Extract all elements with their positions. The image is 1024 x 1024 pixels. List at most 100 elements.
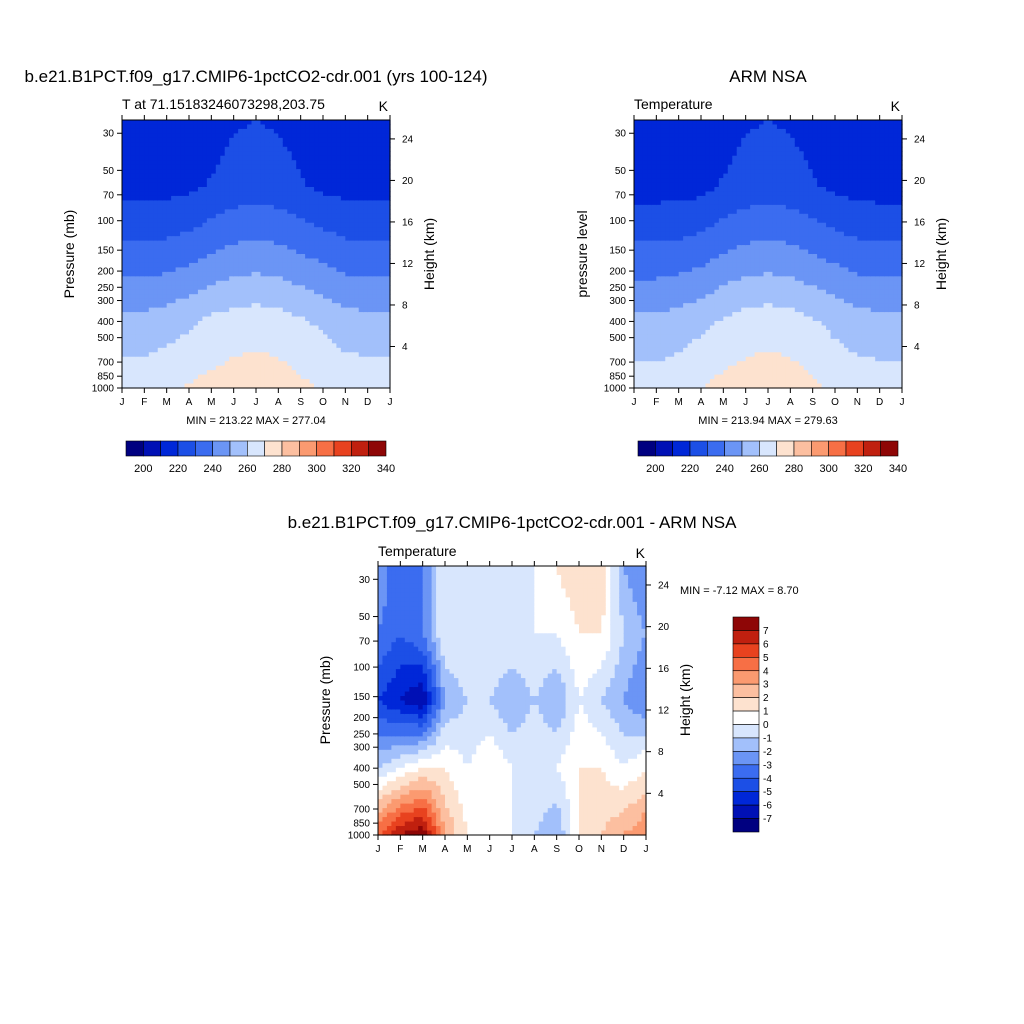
contour-cell: [323, 164, 329, 170]
contour-cell: [345, 374, 351, 380]
contour-cell: [242, 316, 248, 322]
contour-cell: [647, 236, 653, 242]
contour-cell: [242, 285, 248, 291]
contour-cell: [696, 200, 702, 206]
contour-cell: [278, 312, 284, 318]
contour-cell: [327, 285, 333, 291]
contour-cell: [296, 343, 302, 349]
contour-cell: [634, 280, 640, 286]
contour-cell: [251, 361, 257, 367]
contour-cell: [296, 245, 302, 251]
contour-cell: [220, 209, 226, 215]
contour-cell: [139, 213, 145, 219]
contour-cell: [122, 285, 128, 291]
contour-cell: [651, 245, 657, 251]
contour-cell: [300, 124, 306, 130]
contour-cell: [256, 187, 262, 193]
contour-cell: [287, 124, 293, 130]
contour-cell: [358, 191, 364, 197]
contour-cell: [224, 334, 230, 340]
contour-cell: [305, 361, 311, 367]
contour-cell: [148, 218, 154, 224]
contour-cell: [157, 191, 163, 197]
contour-cell: [327, 303, 333, 309]
contour-cell: [669, 329, 675, 335]
contour-cell: [238, 303, 244, 309]
contour-cell: [336, 204, 342, 210]
contour-cell: [674, 267, 680, 273]
contour-cell: [122, 231, 128, 237]
contour-cell: [634, 285, 640, 291]
contour-cell: [638, 227, 644, 233]
contour-cell: [157, 280, 163, 286]
contour-cell: [331, 155, 337, 161]
contour-cell: [175, 249, 181, 255]
contour-cell: [233, 231, 239, 237]
contour-cell: [238, 329, 244, 335]
contour-cell: [723, 120, 729, 126]
contour-cell: [714, 178, 720, 184]
contour-cell: [193, 137, 199, 143]
contour-cell: [296, 352, 302, 358]
contour-cell: [331, 195, 337, 201]
contour-cell: [144, 128, 150, 134]
contour-cell: [264, 312, 270, 318]
contour-cell: [260, 218, 266, 224]
contour-cell: [291, 245, 297, 251]
contour-cell: [385, 227, 391, 233]
contour-cell: [175, 343, 181, 349]
contour-cell: [674, 262, 680, 268]
contour-cell: [327, 298, 333, 304]
contour-cell: [678, 262, 684, 268]
contour-cell: [202, 329, 208, 335]
contour-cell: [220, 280, 226, 286]
contour-cell: [669, 325, 675, 331]
contour-cell: [381, 178, 387, 184]
contour-cell: [215, 169, 221, 175]
contour-cell: [269, 160, 275, 166]
contour-cell: [166, 151, 172, 157]
contour-cell: [153, 213, 159, 219]
contour-cell: [687, 280, 693, 286]
contour-cell: [323, 128, 329, 134]
contour-cell: [665, 200, 671, 206]
contour-cell: [376, 294, 382, 300]
contour-cell: [300, 352, 306, 358]
contour-cell: [233, 329, 239, 335]
contour-cell: [126, 200, 132, 206]
contour-cell: [647, 365, 653, 371]
contour-cell: [206, 169, 212, 175]
contour-cell: [175, 160, 181, 166]
contour-cell: [701, 356, 707, 362]
contour-cell: [229, 254, 235, 260]
contour-cell: [193, 249, 199, 255]
contour-cell: [349, 285, 355, 291]
contour-cell: [381, 236, 387, 242]
contour-cell: [665, 338, 671, 344]
contour-cell: [687, 164, 693, 170]
contour-cell: [215, 191, 221, 197]
contour-cell: [714, 321, 720, 327]
contour-cell: [358, 271, 364, 277]
contour-cell: [358, 343, 364, 349]
contour-cell: [193, 128, 199, 134]
contour-cell: [363, 289, 369, 295]
contour-cell: [372, 316, 378, 322]
contour-cell: [683, 276, 689, 282]
contour-cell: [709, 191, 715, 197]
contour-cell: [184, 155, 190, 161]
contour-cell: [122, 151, 128, 157]
contour-cell: [180, 316, 186, 322]
contour-cell: [376, 338, 382, 344]
contour-cell: [638, 338, 644, 344]
contour-cell: [202, 182, 208, 188]
contour-cell: [660, 271, 666, 277]
contour-cell: [184, 325, 190, 331]
contour-cell: [709, 365, 715, 371]
contour-cell: [331, 285, 337, 291]
contour-cell: [139, 142, 145, 148]
contour-cell: [264, 191, 270, 197]
contour-cell: [318, 218, 324, 224]
contour-cell: [202, 200, 208, 206]
contour-cell: [157, 276, 163, 282]
